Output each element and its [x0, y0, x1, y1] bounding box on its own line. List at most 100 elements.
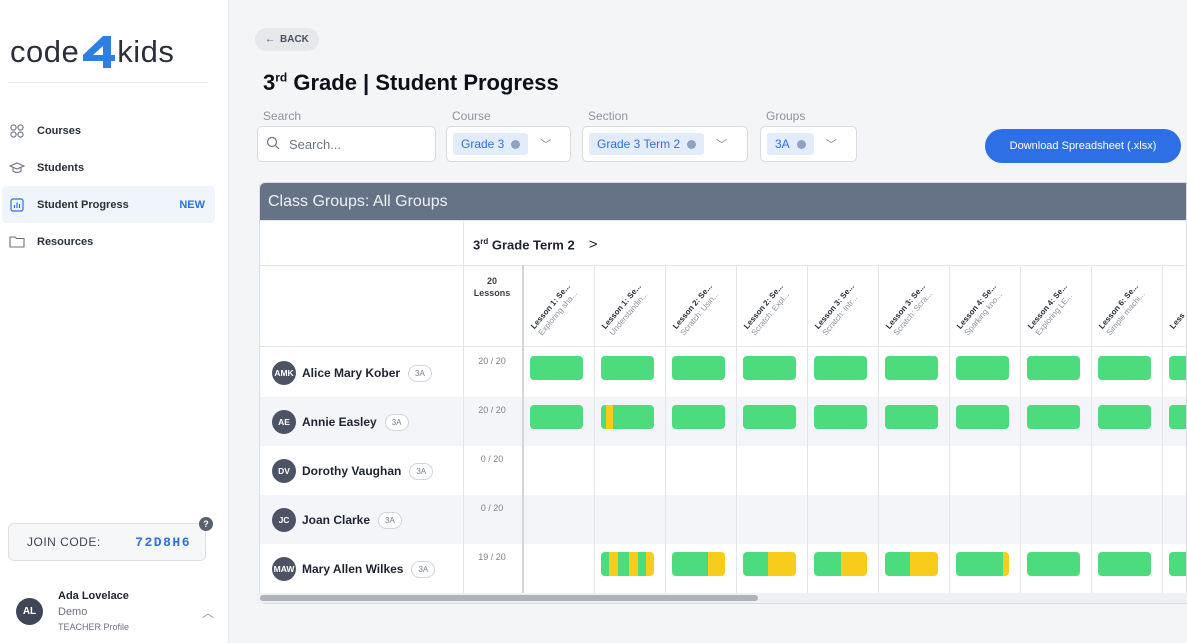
lesson-header[interactable]: Lesson 2: Se... Scratch: Usin... — [665, 267, 736, 342]
student-name-cell[interactable]: DV Dorothy Vaughan 3A — [272, 459, 434, 483]
lesson-header[interactable]: Lesson 4: Se... Sparking kno... — [949, 267, 1020, 342]
lesson-title: Lesson 6: Se... Simple machi... — [1097, 282, 1148, 338]
lesson-progress-bar[interactable] — [1027, 405, 1080, 429]
section-chip[interactable]: Grade 3 Term 2 — [589, 133, 705, 155]
new-badge: NEW — [179, 198, 205, 211]
sidebar-item-label: Courses — [37, 124, 82, 137]
download-spreadsheet-button[interactable]: Download Spreadsheet (.xlsx) — [985, 129, 1181, 163]
chevron-right-icon[interactable]: > — [588, 236, 598, 253]
lesson-header[interactable]: Lesson 6: Se... Simple machi... — [1091, 267, 1162, 342]
lesson-header[interactable]: Lesson 3: Se... Scratch: Scra... — [878, 267, 949, 342]
lesson-header[interactable]: Lesson 2: Se... Scratch: Expl... — [736, 267, 807, 342]
page-title: 3rd Grade | Student Progress — [263, 70, 559, 96]
lesson-progress-bar[interactable] — [601, 405, 654, 429]
progress-segment — [1098, 552, 1151, 576]
profile-subtitle: Demo — [58, 606, 88, 618]
sidebar-item-resources[interactable]: Resources — [0, 223, 229, 260]
lesson-progress-bar[interactable] — [743, 405, 796, 429]
lesson-header[interactable]: Lesson 1: Se... Exploring sha... — [523, 267, 594, 342]
progress-segment — [708, 552, 725, 576]
remove-chip-icon[interactable] — [796, 139, 806, 149]
student-name-cell[interactable]: MAW Mary Allen Wilkes 3A — [272, 557, 436, 581]
term-navigator[interactable]: 3rd Grade Term 2 > — [473, 236, 597, 253]
lesson-progress-bar[interactable] — [1169, 356, 1186, 380]
grid-line — [522, 265, 524, 603]
lesson-progress-bar[interactable] — [601, 356, 654, 380]
lesson-progress-bar[interactable] — [672, 356, 725, 380]
lesson-header[interactable]: Lesson 1: Se... Understandin... — [594, 267, 665, 342]
lesson-progress-bar[interactable] — [530, 356, 583, 380]
lesson-progress-bar[interactable] — [814, 356, 867, 380]
lesson-title: Lesson 2: Se... Scratch: Usin... — [671, 282, 722, 338]
back-button[interactable]: ← BACK — [255, 28, 319, 51]
remove-chip-icon[interactable] — [511, 139, 521, 149]
table-row[interactable]: AE Annie Easley 3A 20 / 20 — [260, 397, 1186, 446]
grid-line — [665, 265, 666, 603]
student-name-cell[interactable]: JC Joan Clarke 3A — [272, 508, 402, 532]
lesson-progress-bar[interactable] — [814, 552, 867, 576]
grid-line — [463, 220, 464, 603]
groups-chip[interactable]: 3A — [767, 133, 814, 155]
folder-icon — [9, 234, 25, 250]
lesson-progress-bar[interactable] — [743, 552, 796, 576]
lesson-progress-bar[interactable] — [885, 405, 938, 429]
course-chip[interactable]: Grade 3 — [453, 133, 529, 155]
lesson-progress-bar[interactable] — [1027, 356, 1080, 380]
chevron-down-icon[interactable]: ﹀ — [825, 139, 837, 151]
table-row[interactable]: MAW Mary Allen Wilkes 3A 19 / 20 — [260, 544, 1186, 593]
progress-segment — [646, 552, 654, 576]
lesson-header[interactable]: Lesson 3: Se... Scratch: Intr... — [807, 267, 878, 342]
lesson-progress-bar[interactable] — [1098, 356, 1151, 380]
help-icon[interactable]: ? — [199, 517, 213, 531]
lesson-progress-bar[interactable] — [1098, 405, 1151, 429]
join-code-box[interactable]: JOIN CODE: 72D8H6 — [8, 523, 206, 561]
grid-line — [1091, 265, 1092, 603]
lesson-progress-bar[interactable] — [743, 356, 796, 380]
grid-icon — [9, 123, 25, 139]
lesson-progress-bar[interactable] — [1098, 552, 1151, 576]
lesson-progress-bar[interactable] — [672, 405, 725, 429]
student-name-cell[interactable]: AE Annie Easley 3A — [272, 410, 409, 434]
chevron-up-icon[interactable]: ︿ — [202, 606, 215, 620]
profile-menu[interactable]: AL Ada Lovelace Demo TEACHER Profile ︿ — [16, 588, 216, 640]
bar-chart-icon — [9, 197, 25, 213]
lesson-header[interactable]: Less — [1162, 267, 1186, 342]
sidebar-item-courses[interactable]: Courses — [0, 112, 229, 149]
lesson-header[interactable]: Lesson 4: Se... Exploring LE... — [1020, 267, 1091, 342]
table-row[interactable]: JC Joan Clarke 3A 0 / 20 — [260, 495, 1186, 544]
search-input[interactable]: Search... — [257, 126, 436, 162]
lesson-progress-bar[interactable] — [601, 552, 654, 576]
sidebar-item-students[interactable]: Students — [0, 149, 229, 186]
groups-select[interactable]: 3A ﹀ — [760, 126, 857, 162]
logo[interactable]: code kids — [10, 34, 174, 70]
lesson-progress-bar[interactable] — [956, 405, 1009, 429]
progress-segment — [672, 552, 709, 576]
lesson-progress-bar[interactable] — [672, 552, 725, 576]
grid-line — [949, 265, 950, 603]
sidebar-item-student-progress[interactable]: Student Progress NEW — [2, 186, 215, 223]
back-label: BACK — [280, 34, 309, 45]
scrollbar-thumb[interactable] — [260, 595, 758, 601]
lesson-title: Lesson 3: Se... Scratch: Intr... — [813, 282, 864, 338]
progress-segment — [613, 405, 654, 429]
section-label: Section — [588, 109, 629, 123]
lesson-progress-bar[interactable] — [956, 356, 1009, 380]
course-select[interactable]: Grade 3 ﹀ — [446, 126, 571, 162]
lesson-progress-bar[interactable] — [814, 405, 867, 429]
lesson-progress-bar[interactable] — [530, 405, 583, 429]
lesson-progress-bar[interactable] — [1169, 405, 1186, 429]
student-name-cell[interactable]: AMK Alice Mary Kober 3A — [272, 361, 432, 385]
table-row[interactable]: DV Dorothy Vaughan 3A 0 / 20 — [260, 446, 1186, 495]
remove-chip-icon[interactable] — [687, 139, 697, 149]
group-badge: 3A — [408, 364, 432, 382]
lesson-progress-bar[interactable] — [1169, 552, 1186, 576]
lesson-progress-bar[interactable] — [885, 356, 938, 380]
lesson-progress-bar[interactable] — [885, 552, 938, 576]
chevron-down-icon[interactable]: ﹀ — [716, 139, 728, 151]
lesson-progress-bar[interactable] — [956, 552, 1009, 576]
section-select[interactable]: Grade 3 Term 2 ﹀ — [582, 126, 748, 162]
lesson-progress-bar[interactable] — [1027, 552, 1080, 576]
grid-line — [736, 265, 737, 603]
table-row[interactable]: AMK Alice Mary Kober 3A 20 / 20 — [260, 348, 1186, 397]
chevron-down-icon[interactable]: ﹀ — [540, 139, 552, 151]
